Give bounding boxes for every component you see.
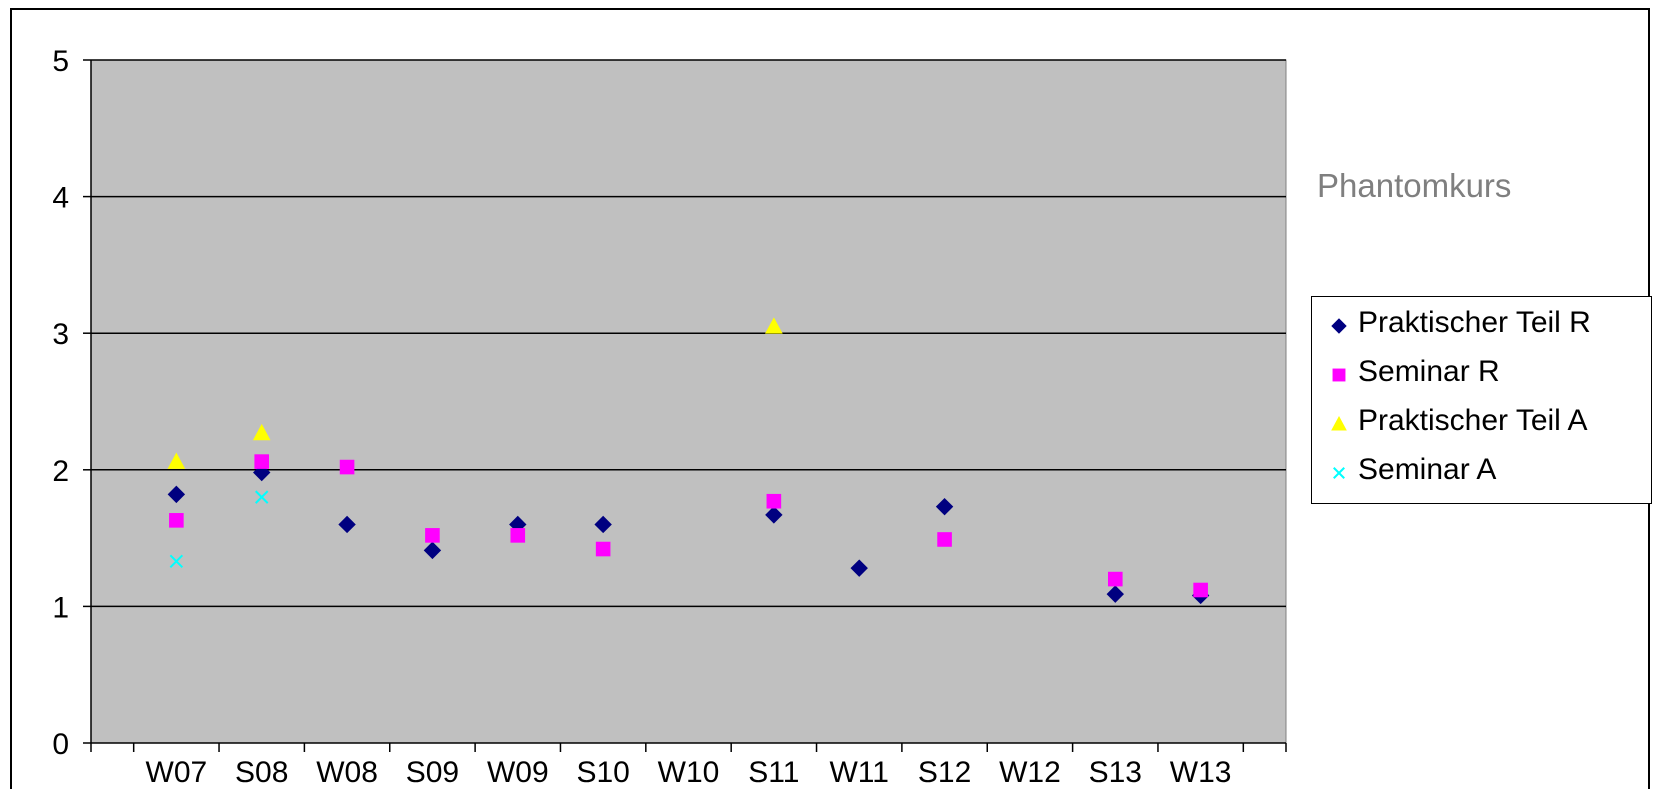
data-point-triangle bbox=[765, 317, 783, 334]
legend: Praktischer Teil R Seminar R Praktischer T… bbox=[1311, 296, 1652, 504]
x-tick-label: S09 bbox=[406, 756, 459, 789]
legend-marker-shape bbox=[1332, 368, 1346, 382]
x-tick-labels: W07 S08 W08 S09 W09 S10 W10 S11 W11 S12 W12 S13 W13 bbox=[146, 756, 1232, 789]
data-point-square bbox=[595, 541, 611, 557]
data-point-square bbox=[339, 459, 355, 475]
legend-item: Seminar R bbox=[1312, 349, 1651, 401]
data-point-diamond bbox=[765, 506, 783, 524]
legend-marker-icon bbox=[1332, 368, 1346, 382]
data-point-triangle bbox=[252, 423, 271, 441]
data-point-square bbox=[254, 454, 270, 469]
data-point-diamond bbox=[1106, 585, 1124, 603]
data-point-diamond bbox=[594, 515, 612, 534]
data-point-diamond bbox=[935, 497, 954, 516]
y-tick-label: 5 bbox=[52, 45, 69, 78]
data-point-x bbox=[255, 490, 269, 504]
series-group bbox=[169, 454, 1208, 598]
x-tick-label: W13 bbox=[1170, 756, 1232, 789]
series-group bbox=[169, 490, 269, 569]
legend-marker-icon bbox=[1333, 467, 1345, 479]
axes bbox=[83, 59, 1287, 752]
data-point-square bbox=[766, 493, 782, 509]
legend-item: Seminar A bbox=[1312, 447, 1651, 499]
x-tick-label: S12 bbox=[918, 756, 971, 789]
series-group bbox=[167, 317, 783, 469]
data-marks bbox=[167, 317, 1210, 605]
data-point-diamond bbox=[423, 541, 442, 560]
legend-marker-shape bbox=[1331, 318, 1347, 334]
x-tick-label: W10 bbox=[658, 756, 720, 789]
y-tick-label: 4 bbox=[52, 182, 69, 215]
legend-marker-icon bbox=[1331, 415, 1347, 431]
y-tick-label: 2 bbox=[52, 455, 69, 488]
data-point-square bbox=[1107, 571, 1123, 587]
x-tick-label: S11 bbox=[748, 756, 799, 789]
y-tick-label: 0 bbox=[52, 728, 69, 761]
x-tick-label: S08 bbox=[235, 756, 288, 789]
x-tick-label: W09 bbox=[487, 756, 549, 789]
legend-label: Praktischer Teil A bbox=[1358, 404, 1588, 437]
data-point-x bbox=[169, 554, 184, 569]
data-point-square bbox=[425, 528, 440, 543]
data-point-square bbox=[510, 528, 526, 543]
legend-label: Seminar R bbox=[1358, 355, 1500, 388]
data-point-square bbox=[1193, 582, 1208, 598]
x-tick-label: W11 bbox=[829, 756, 888, 789]
grid-lines bbox=[91, 59, 1286, 608]
data-point-triangle bbox=[167, 452, 186, 469]
legend-marker-shape bbox=[1333, 467, 1345, 479]
legend-item: Praktischer Teil A bbox=[1312, 398, 1651, 450]
legend-label: Seminar A bbox=[1358, 453, 1497, 486]
x-tick-label: W07 bbox=[146, 756, 208, 789]
legend-item: Praktischer Teil R bbox=[1312, 300, 1651, 352]
data-point-square bbox=[169, 513, 184, 528]
legend-label: Praktischer Teil R bbox=[1358, 306, 1591, 339]
y-tick-label: 3 bbox=[52, 318, 69, 351]
x-tick-label: W12 bbox=[999, 756, 1061, 789]
x-tick-label: S10 bbox=[576, 756, 629, 789]
y-tick-label: 1 bbox=[52, 591, 69, 624]
legend-marker-icon bbox=[1331, 318, 1347, 334]
legend-marker-shape bbox=[1331, 415, 1347, 431]
plot-area bbox=[90, 59, 1287, 744]
data-point-diamond bbox=[850, 559, 868, 577]
data-point-square bbox=[937, 532, 952, 547]
chart-side-title: Phantomkurs bbox=[1317, 167, 1512, 204]
y-tick-labels: 0 1 2 3 4 5 bbox=[52, 45, 69, 761]
x-tick-label: S13 bbox=[1089, 756, 1142, 789]
x-tick-label: W08 bbox=[316, 756, 378, 789]
data-point-diamond bbox=[338, 515, 356, 534]
data-point-diamond bbox=[167, 485, 186, 504]
